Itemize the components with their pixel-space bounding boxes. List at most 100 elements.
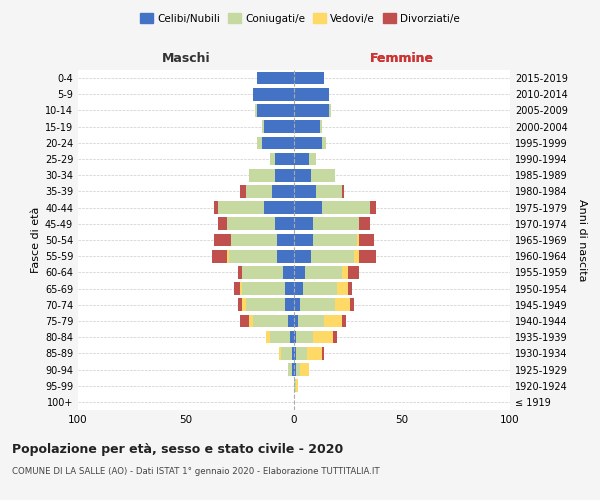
Bar [233, 282, 240, 295]
Bar [294, 72, 324, 85]
Bar [311, 250, 355, 262]
Y-axis label: Fasce di età: Fasce di età [31, 207, 41, 273]
Bar [348, 266, 359, 278]
Bar [335, 298, 350, 311]
Bar [212, 250, 227, 262]
Bar [287, 363, 292, 376]
Y-axis label: Anni di nascita: Anni di nascita [577, 198, 587, 281]
Bar [294, 218, 313, 230]
Bar [296, 380, 298, 392]
Bar [275, 152, 294, 166]
Bar [341, 314, 346, 328]
Legend: Celibi/Nubili, Coniugati/e, Vedovi/e, Divorziati/e: Celibi/Nubili, Coniugati/e, Vedovi/e, Di… [137, 10, 463, 26]
Bar [270, 331, 290, 344]
Bar [238, 266, 242, 278]
Bar [281, 347, 292, 360]
Bar [218, 218, 227, 230]
Bar [307, 347, 322, 360]
Bar [270, 152, 275, 166]
Bar [329, 104, 331, 117]
Text: Femmine: Femmine [370, 52, 434, 65]
Bar [264, 120, 294, 133]
Bar [294, 347, 296, 360]
Bar [359, 234, 374, 246]
Bar [305, 266, 341, 278]
Bar [294, 185, 316, 198]
Bar [313, 331, 333, 344]
Bar [292, 363, 294, 376]
Bar [257, 136, 262, 149]
Bar [316, 185, 341, 198]
Bar [311, 169, 335, 181]
Text: Maschi: Maschi [161, 52, 211, 65]
Bar [294, 266, 305, 278]
Bar [355, 250, 359, 262]
Bar [286, 298, 294, 311]
Bar [275, 169, 294, 181]
Bar [294, 250, 311, 262]
Bar [266, 331, 270, 344]
Bar [322, 347, 324, 360]
Bar [248, 169, 275, 181]
Bar [309, 152, 316, 166]
Bar [214, 202, 218, 214]
Bar [348, 282, 352, 295]
Bar [301, 363, 309, 376]
Bar [264, 202, 294, 214]
Bar [232, 234, 277, 246]
Bar [320, 120, 322, 133]
Bar [287, 314, 294, 328]
Bar [255, 104, 257, 117]
Bar [294, 282, 302, 295]
Bar [257, 72, 294, 85]
Bar [279, 347, 281, 360]
Bar [294, 331, 296, 344]
Bar [247, 298, 286, 311]
Bar [350, 298, 355, 311]
Bar [341, 266, 348, 278]
Text: Femmine: Femmine [370, 52, 434, 65]
Bar [313, 234, 356, 246]
Bar [257, 104, 294, 117]
Bar [294, 104, 329, 117]
Bar [294, 202, 322, 214]
Bar [294, 314, 298, 328]
Bar [322, 136, 326, 149]
Bar [242, 298, 247, 311]
Bar [214, 234, 232, 246]
Bar [277, 250, 294, 262]
Bar [333, 331, 337, 344]
Bar [301, 298, 335, 311]
Bar [240, 314, 248, 328]
Bar [359, 250, 376, 262]
Bar [370, 202, 376, 214]
Bar [294, 380, 296, 392]
Bar [294, 152, 309, 166]
Bar [272, 185, 294, 198]
Bar [296, 331, 313, 344]
Bar [253, 314, 287, 328]
Bar [298, 314, 324, 328]
Bar [356, 234, 359, 246]
Bar [296, 363, 301, 376]
Bar [322, 202, 370, 214]
Bar [294, 234, 313, 246]
Bar [302, 282, 337, 295]
Bar [359, 218, 370, 230]
Bar [238, 298, 242, 311]
Bar [262, 120, 264, 133]
Bar [313, 218, 359, 230]
Bar [294, 120, 320, 133]
Bar [227, 218, 275, 230]
Bar [294, 88, 329, 101]
Bar [324, 314, 341, 328]
Bar [337, 282, 348, 295]
Bar [283, 266, 294, 278]
Bar [292, 347, 294, 360]
Bar [240, 282, 242, 295]
Bar [341, 185, 344, 198]
Bar [247, 185, 272, 198]
Text: COMUNE DI LA SALLE (AO) - Dati ISTAT 1° gennaio 2020 - Elaborazione TUTTITALIA.I: COMUNE DI LA SALLE (AO) - Dati ISTAT 1° … [12, 468, 380, 476]
Bar [218, 202, 264, 214]
Bar [296, 347, 307, 360]
